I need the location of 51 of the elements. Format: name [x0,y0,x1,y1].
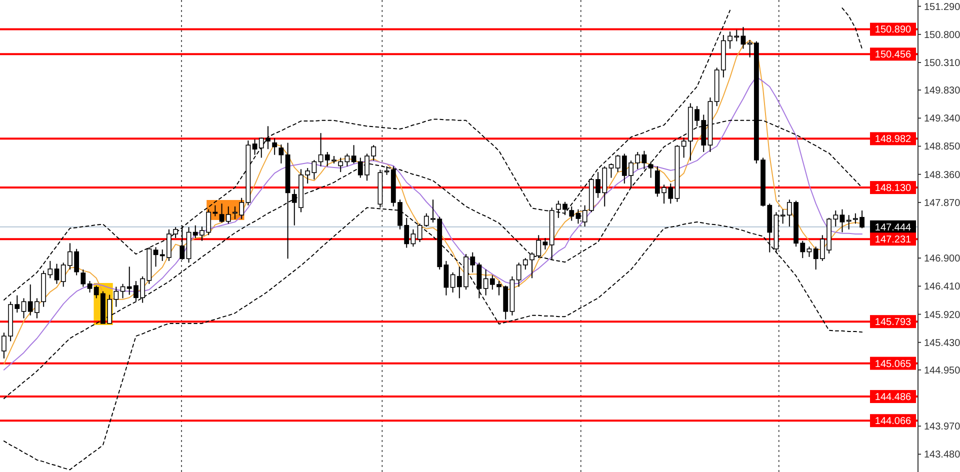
candlestick [153,246,158,268]
candlestick [80,269,86,288]
ref-line-label: 148.982 [874,134,912,146]
y-tick-label: 150.800 [924,30,960,41]
candlestick [840,208,845,233]
y-tick-label: 148.850 [924,142,960,153]
y-tick-label: 144.950 [924,365,960,376]
y-tick-label: 149.340 [924,114,960,125]
candlestick [476,262,482,299]
y-tick-label: 151.290 [924,2,960,13]
y-tick-label: 145.920 [924,310,960,321]
candlestick [219,203,224,224]
candlestick [806,246,812,258]
candlestick [318,132,324,167]
candlestick [569,206,574,222]
ref-line-label: 145.065 [874,358,912,370]
candlestick [278,144,284,164]
ref-line-label: 150.456 [874,50,912,61]
y-tick-label: 148.360 [924,170,960,181]
candlestick [351,144,356,164]
candlestick [444,260,449,296]
candlestick [648,161,654,178]
candlestick [87,280,92,293]
candlestick [180,224,185,260]
y-tick-label: 147.870 [924,198,960,209]
y-tick-label: 145.430 [924,338,960,349]
ref-line-label: 144.066 [874,416,912,428]
candlestick [252,138,258,156]
y-tick-label: 146.410 [924,282,960,293]
ref-line-label: 150.890 [874,24,912,36]
ref-line-label: 144.486 [874,392,912,404]
candlestick [740,26,746,50]
candlestick [226,206,231,224]
y-tick-label: 150.310 [924,58,960,70]
ref-line-label: 148.130 [874,183,912,194]
candlestick [54,263,60,284]
y-tick-label: 143.480 [924,450,960,461]
candlestick [642,150,647,170]
ref-line-label: 145.793 [874,317,912,328]
candlestick [272,138,278,156]
y-tick-label: 146.900 [924,254,960,265]
candlestick [608,162,614,178]
ref-line-label: 147.444 [874,222,912,234]
candlestick [576,208,581,224]
candlestick [542,238,548,250]
candlestick [846,214,852,230]
y-tick-label: 149.830 [924,86,960,97]
ref-line-label: 147.231 [874,234,912,246]
candlestick [21,298,26,319]
candlestick [417,223,422,243]
y-tick-label: 143.970 [924,422,960,433]
